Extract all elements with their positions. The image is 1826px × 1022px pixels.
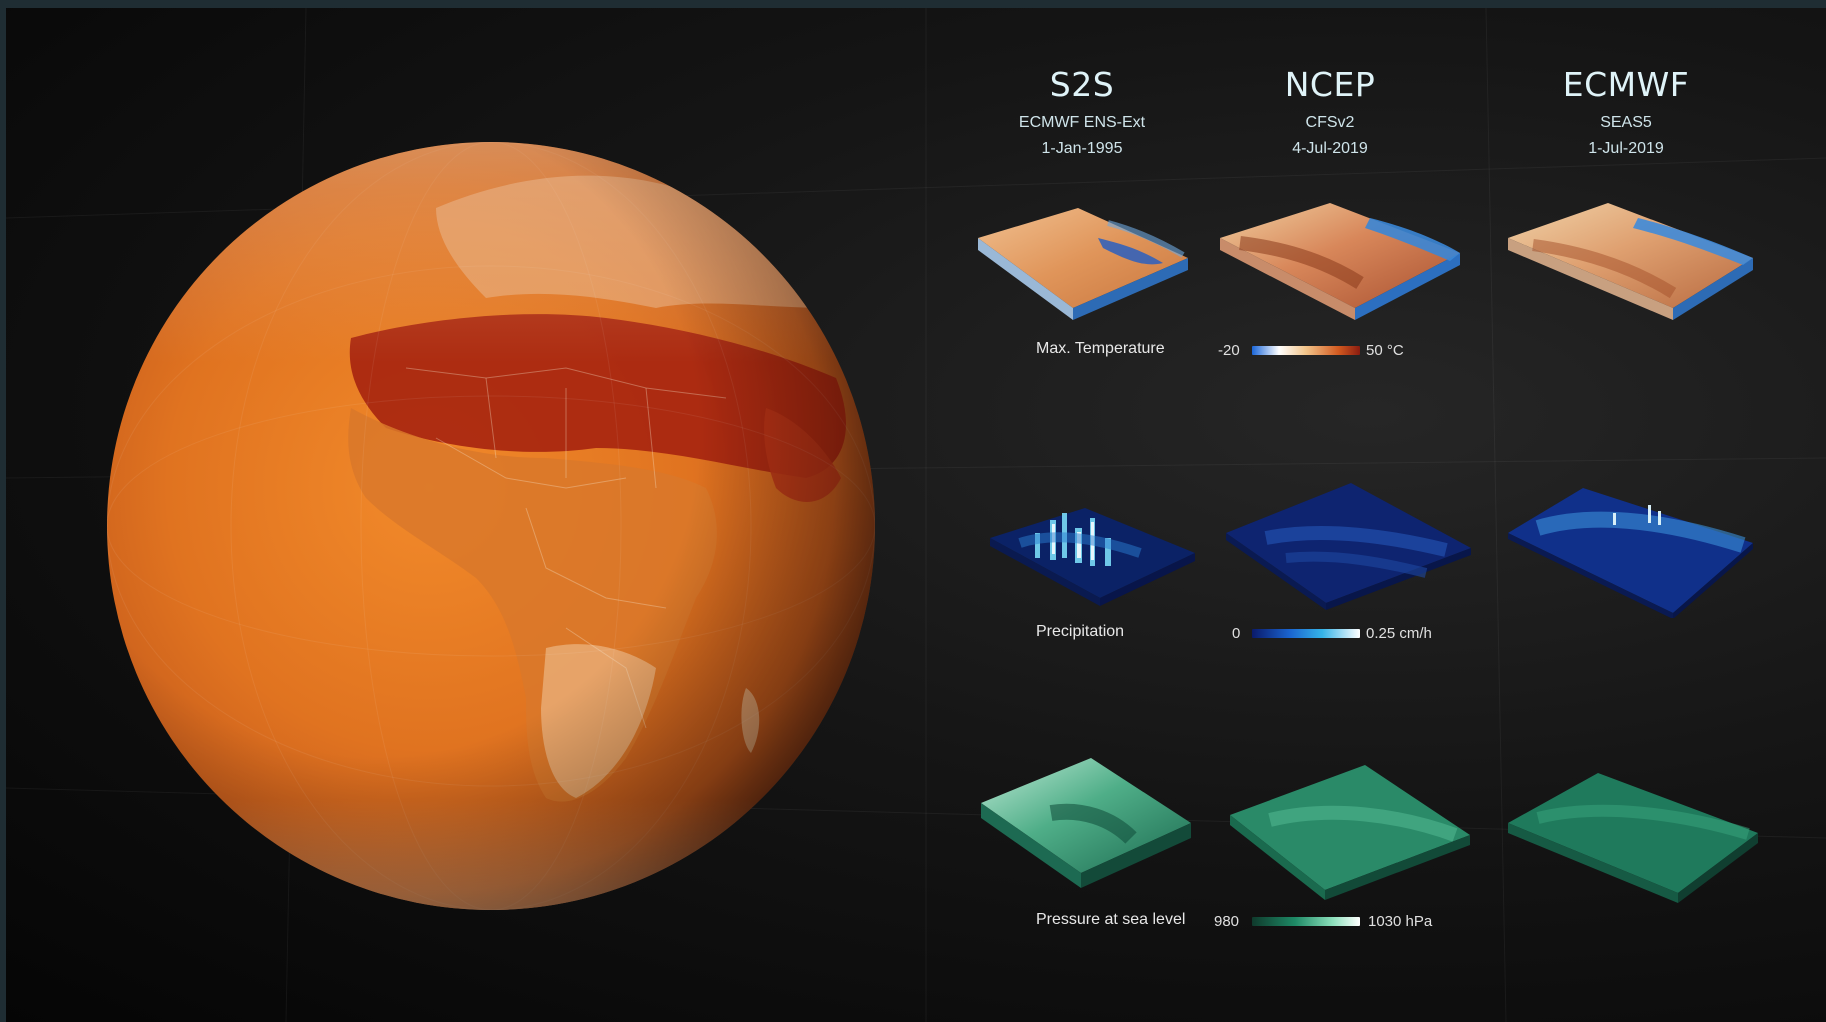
precipitation-scale-min: 0 xyxy=(1232,625,1241,642)
column-header-ncep: NCEP CFSv2 4-Jul-2019 xyxy=(1200,65,1460,158)
temperature-tile-ecmwf xyxy=(1508,203,1753,320)
temperature-colorbar xyxy=(1252,346,1360,355)
column-header-ecmwf: ECMWF SEAS5 1-Jul-2019 xyxy=(1496,65,1756,158)
precipitation-scale-max: 0.25 cm/h xyxy=(1366,625,1432,642)
variable-label-precipitation: Precipitation xyxy=(1036,623,1125,640)
precipitation-colorbar xyxy=(1252,629,1360,638)
temperature-scale-max: 50 °C xyxy=(1366,342,1404,359)
pressure-scale-min: 980 xyxy=(1214,913,1240,930)
pressure-scale-max: 1030 hPa xyxy=(1368,913,1433,930)
model-name: CFSv2 xyxy=(1305,114,1355,131)
pressure-tile-ecmwf xyxy=(1508,773,1758,903)
forecast-date: 1-Jan-1995 xyxy=(1041,140,1123,157)
temperature-scale-min: -20 xyxy=(1218,342,1240,359)
pressure-colorbar xyxy=(1252,917,1360,926)
pressure-tile-s2s xyxy=(981,758,1191,888)
precipitation-tile-ecmwf xyxy=(1508,488,1753,618)
source-title: NCEP xyxy=(1284,65,1376,104)
model-name: ECMWF ENS-Ext xyxy=(1018,114,1146,131)
earth-globe xyxy=(107,142,875,910)
variable-label-pressure: Pressure at sea level xyxy=(1036,911,1186,928)
column-header-s2s: S2S ECMWF ENS-Ext 1-Jan-1995 xyxy=(952,65,1212,158)
temperature-tile-ncep xyxy=(1220,203,1460,320)
pressure-tile-ncep xyxy=(1230,765,1470,900)
precipitation-tile-s2s xyxy=(990,508,1195,606)
source-title: ECMWF xyxy=(1562,65,1690,104)
source-title: S2S xyxy=(1049,65,1115,104)
visualization-frame: S2S ECMWF ENS-Ext 1-Jan-1995 NCEP CFSv2 … xyxy=(6,8,1826,1022)
precipitation-tile-ncep xyxy=(1226,483,1471,610)
temperature-tile-s2s xyxy=(978,208,1188,320)
forecast-date: 4-Jul-2019 xyxy=(1292,140,1368,157)
forecast-date: 1-Jul-2019 xyxy=(1588,140,1664,157)
variable-label-temperature: Max. Temperature xyxy=(1036,340,1165,357)
model-name: SEAS5 xyxy=(1600,114,1652,131)
